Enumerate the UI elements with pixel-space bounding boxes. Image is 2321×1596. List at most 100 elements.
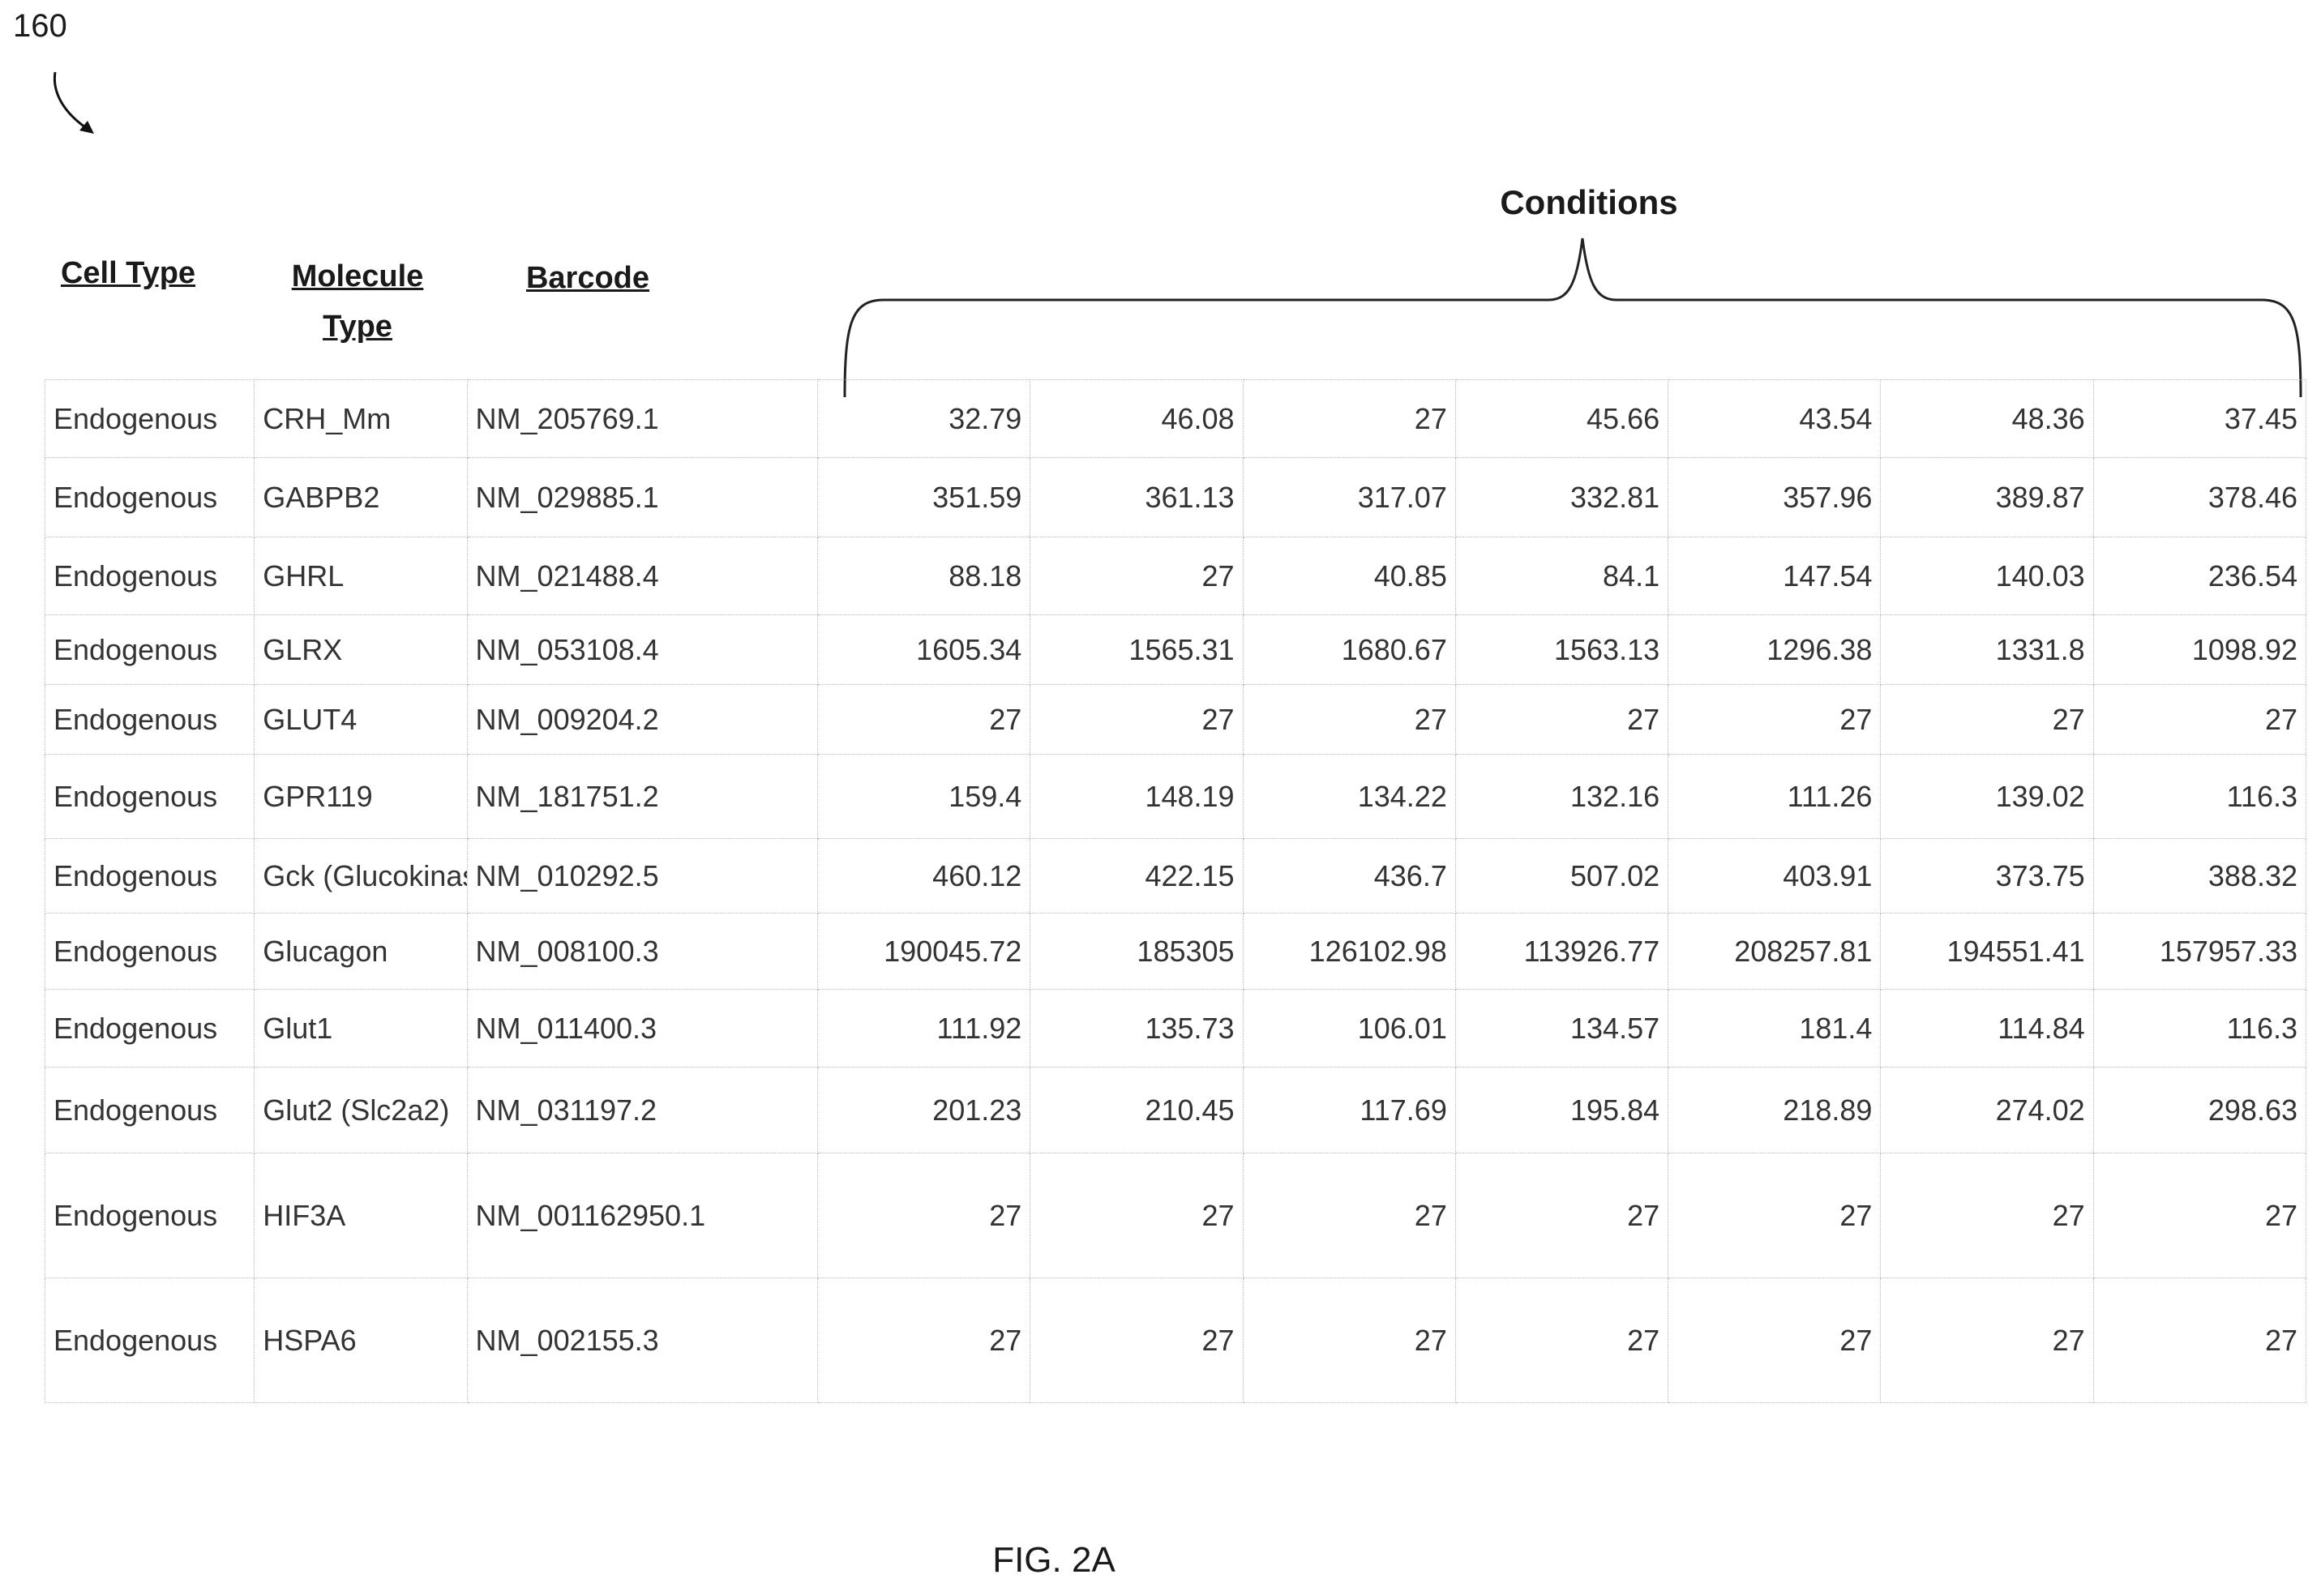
condition-value-cell: 111.26 xyxy=(1668,754,1882,839)
header-cell-type: Cell Type xyxy=(60,256,196,290)
condition-value-cell: 113926.77 xyxy=(1454,913,1669,990)
condition-value-cell: 27 xyxy=(1880,684,2094,755)
condition-value-cell: 317.07 xyxy=(1242,457,1456,537)
condition-value-cell: 32.79 xyxy=(816,379,1031,458)
condition-value-cell: 351.59 xyxy=(816,457,1031,537)
cell-type-cell: Endogenous xyxy=(44,754,255,839)
table-row: Endogenous Glucagon NM_008100.3 190045.72 18… xyxy=(44,913,2307,990)
condition-value-cell: 218.89 xyxy=(1668,1067,1882,1153)
table-body: Endogenous CRH_Mm NM_205769.1 32.79 46.08 27 4… xyxy=(44,379,2307,1403)
cell-type-cell: Endogenous xyxy=(44,1277,255,1403)
condition-value-cell: 27 xyxy=(1030,1277,1244,1403)
cell-type-cell: Endogenous xyxy=(44,1067,255,1153)
condition-value-cell: 84.1 xyxy=(1454,537,1669,615)
barcode-cell: NM_029885.1 xyxy=(466,457,819,537)
condition-value-cell: 88.18 xyxy=(816,537,1031,615)
condition-value-cell: 236.54 xyxy=(2092,537,2307,615)
condition-value-cell: 159.4 xyxy=(816,754,1031,839)
condition-value-cell: 147.54 xyxy=(1668,537,1882,615)
condition-value-cell: 190045.72 xyxy=(816,913,1031,990)
condition-value-cell: 27 xyxy=(2092,1277,2307,1403)
molecule-cell: GLRX xyxy=(254,614,468,685)
condition-value-cell: 1296.38 xyxy=(1668,614,1882,685)
condition-value-cell: 117.69 xyxy=(1242,1067,1456,1153)
condition-value-cell: 48.36 xyxy=(1880,379,2094,458)
condition-value-cell: 27 xyxy=(1454,1153,1669,1278)
cell-type-cell: Endogenous xyxy=(44,1153,255,1278)
table-row: Endogenous Glut1 NM_011400.3 111.92 135.73 10… xyxy=(44,989,2307,1068)
conditions-brace xyxy=(843,237,2302,398)
table-row: Endogenous GLRX NM_053108.4 1605.34 1565.31 1… xyxy=(44,614,2307,685)
condition-value-cell: 201.23 xyxy=(816,1067,1031,1153)
condition-value-cell: 27 xyxy=(1030,684,1244,755)
header-molecule-type-line1: Molecule xyxy=(291,259,424,293)
condition-value-cell: 43.54 xyxy=(1668,379,1882,458)
condition-value-cell: 1680.67 xyxy=(1242,614,1456,685)
condition-value-cell: 194551.41 xyxy=(1880,913,2094,990)
cell-type-cell: Endogenous xyxy=(44,379,255,458)
cell-type-cell: Endogenous xyxy=(44,614,255,685)
condition-value-cell: 1331.8 xyxy=(1880,614,2094,685)
molecule-cell: HIF3A xyxy=(254,1153,468,1278)
condition-value-cell: 422.15 xyxy=(1030,838,1244,914)
table-row: Endogenous Glut2 (Slc2a2) NM_031197.2 201.2… xyxy=(44,1067,2307,1153)
table-row: Endogenous HIF3A NM_001162950.1 27 27 27 27 27 2… xyxy=(44,1153,2307,1278)
barcode-cell: NM_009204.2 xyxy=(466,684,819,755)
condition-value-cell: 389.87 xyxy=(1880,457,2094,537)
cell-type-cell: Endogenous xyxy=(44,684,255,755)
molecule-cell: GPR119 xyxy=(254,754,468,839)
table-row: Endogenous HSPA6 NM_002155.3 27 27 27 27 27 27 27 xyxy=(44,1277,2307,1403)
condition-value-cell: 27 xyxy=(1668,1153,1882,1278)
condition-value-cell: 195.84 xyxy=(1454,1067,1669,1153)
condition-value-cell: 507.02 xyxy=(1454,838,1669,914)
cell-type-cell: Endogenous xyxy=(44,457,255,537)
condition-value-cell: 116.3 xyxy=(2092,989,2307,1068)
condition-value-cell: 148.19 xyxy=(1030,754,1244,839)
barcode-cell: NM_010292.5 xyxy=(466,838,819,914)
barcode-cell: NM_053108.4 xyxy=(466,614,819,685)
figure-reference-number: 160 xyxy=(13,8,67,44)
condition-value-cell: 185305 xyxy=(1030,913,1244,990)
condition-value-cell: 460.12 xyxy=(816,838,1031,914)
reference-arrow-icon xyxy=(53,71,94,134)
condition-value-cell: 181.4 xyxy=(1668,989,1882,1068)
molecule-cell: GHRL xyxy=(254,537,468,615)
barcode-cell: NM_181751.2 xyxy=(466,754,819,839)
molecule-cell: Glucagon xyxy=(254,913,468,990)
condition-value-cell: 37.45 xyxy=(2092,379,2307,458)
condition-value-cell: 27 xyxy=(1454,684,1669,755)
condition-value-cell: 46.08 xyxy=(1030,379,1244,458)
cell-type-cell: Endogenous xyxy=(44,989,255,1068)
molecule-cell: GLUT4 xyxy=(254,684,468,755)
header-molecule-type: Molecule Type xyxy=(274,251,441,352)
cell-type-cell: Endogenous xyxy=(44,838,255,914)
condition-value-cell: 388.32 xyxy=(2092,838,2307,914)
table-row: Endogenous GLUT4 NM_009204.2 27 27 27 27 27 27 27 xyxy=(44,684,2307,755)
molecule-cell: Gck (Glucokinase) xyxy=(254,838,468,914)
condition-value-cell: 27 xyxy=(2092,684,2307,755)
condition-value-cell: 45.66 xyxy=(1454,379,1669,458)
condition-value-cell: 116.3 xyxy=(2092,754,2307,839)
condition-value-cell: 140.03 xyxy=(1880,537,2094,615)
condition-value-cell: 27 xyxy=(1668,1277,1882,1403)
condition-value-cell: 403.91 xyxy=(1668,838,1882,914)
cell-type-cell: Endogenous xyxy=(44,913,255,990)
header-barcode: Barcode xyxy=(525,261,650,295)
barcode-cell: NM_002155.3 xyxy=(466,1277,819,1403)
condition-value-cell: 27 xyxy=(1242,379,1456,458)
barcode-cell: NM_021488.4 xyxy=(466,537,819,615)
molecule-cell: CRH_Mm xyxy=(254,379,468,458)
barcode-cell: NM_008100.3 xyxy=(466,913,819,990)
condition-value-cell: 126102.98 xyxy=(1242,913,1456,990)
conditions-title: Conditions xyxy=(1500,183,1678,221)
condition-value-cell: 274.02 xyxy=(1880,1067,2094,1153)
condition-value-cell: 1565.31 xyxy=(1030,614,1244,685)
condition-value-cell: 111.92 xyxy=(816,989,1031,1068)
condition-value-cell: 157957.33 xyxy=(2092,913,2307,990)
condition-value-cell: 27 xyxy=(1454,1277,1669,1403)
condition-value-cell: 357.96 xyxy=(1668,457,1882,537)
condition-value-cell: 27 xyxy=(1242,684,1456,755)
condition-value-cell: 134.57 xyxy=(1454,989,1669,1068)
condition-value-cell: 132.16 xyxy=(1454,754,1669,839)
